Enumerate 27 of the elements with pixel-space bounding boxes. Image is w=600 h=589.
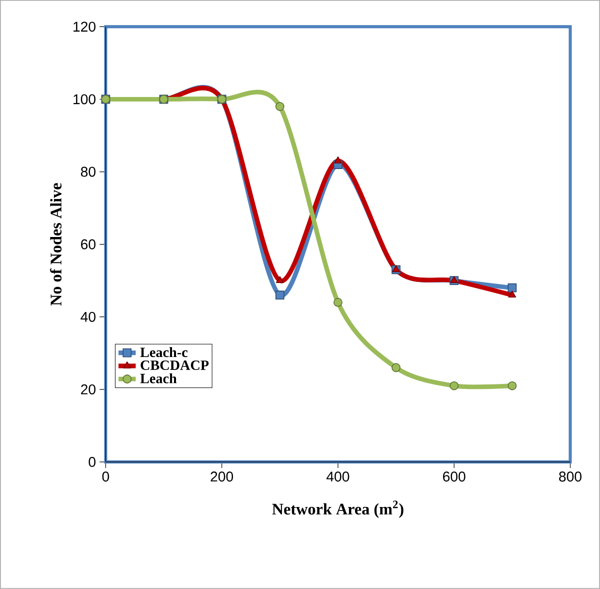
point [508, 290, 516, 298]
point [276, 276, 284, 284]
x-tick-label: 400 [326, 472, 350, 482]
y-tick-label: 100 [74, 94, 96, 104]
x-tick-label: 800 [559, 472, 582, 482]
point [450, 381, 459, 390]
point [275, 102, 284, 112]
y-axis-title: No of Nodes Alive [50, 183, 62, 306]
point [392, 363, 400, 372]
y-tick-label: 40 [80, 312, 96, 322]
y-tick-label: 0 [88, 456, 96, 467]
y-tick-label: 80 [80, 166, 96, 177]
point [508, 283, 517, 292]
point [508, 381, 517, 390]
x-tick-label: 600 [443, 472, 466, 482]
y-tick-label: 60 [81, 239, 96, 250]
x-axis-title: Network Area (m$^{2}$) [272, 500, 404, 518]
point [334, 156, 342, 164]
x-tick-label: 0 [102, 472, 110, 482]
legend-label: CBCDACP [140, 360, 209, 370]
point [275, 290, 284, 300]
x-tick-label: 200 [210, 472, 234, 482]
legend-label: Leach [140, 373, 177, 384]
y-tick-label: 20 [81, 384, 96, 394]
y-tick-label: 120 [74, 22, 96, 32]
legend-label: Leach-c [140, 347, 188, 358]
point [334, 298, 342, 307]
